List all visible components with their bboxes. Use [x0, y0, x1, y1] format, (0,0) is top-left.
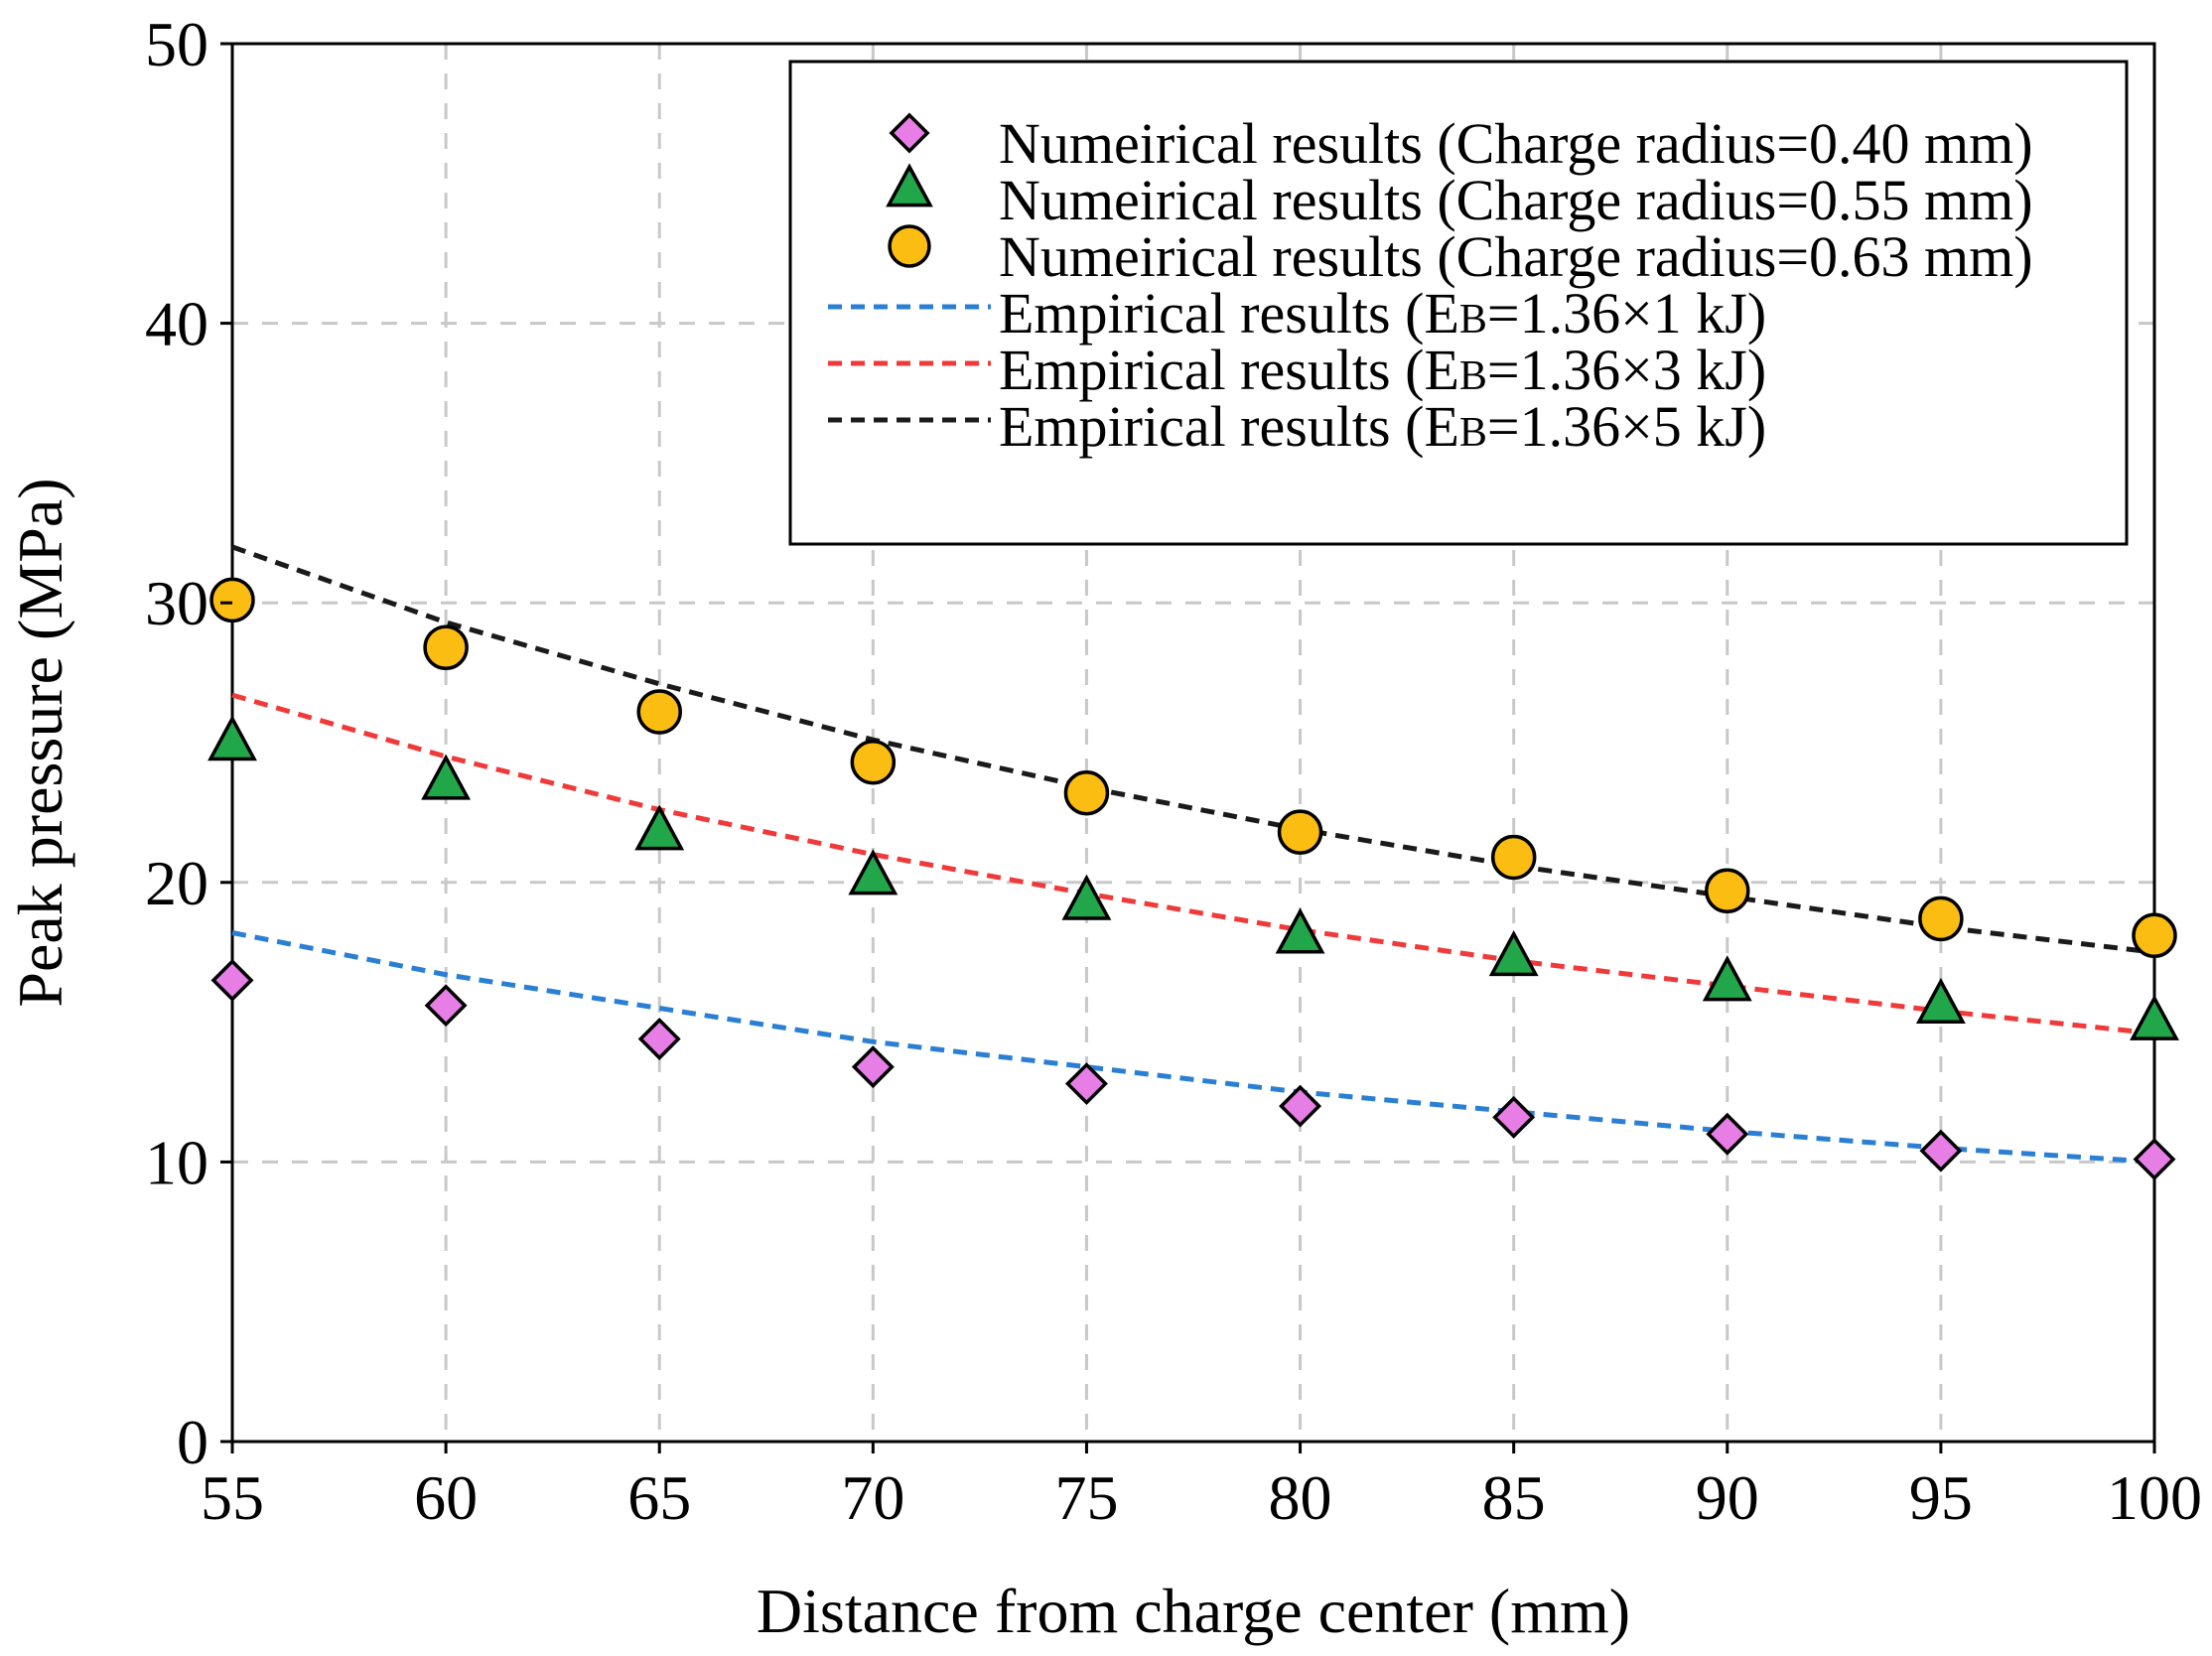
- legend-entry-label: Empirical results (EB=1.36×5 kJ): [999, 394, 1766, 459]
- x-tick-label: 70: [841, 1462, 904, 1533]
- y-tick-label: 40: [145, 289, 208, 359]
- triangle-point: [634, 804, 685, 851]
- diamond-point: [2133, 1138, 2176, 1181]
- circle-point: [423, 624, 469, 671]
- circle-point: [2132, 912, 2177, 959]
- empirical-line-3: [231, 930, 2155, 1165]
- diamond-point: [1706, 1112, 1749, 1156]
- diamond-point: [1064, 1062, 1108, 1106]
- y-tick-label: 30: [145, 568, 208, 638]
- circle-point: [1490, 834, 1537, 881]
- triangle-point: [421, 754, 472, 800]
- empirical-line-5: [231, 544, 2155, 955]
- x-tick-label: 80: [1269, 1462, 1332, 1533]
- legend-entry-label: Numeirical results (Charge radius=0.55 m…: [999, 168, 2033, 232]
- x-tick-label: 60: [414, 1462, 478, 1533]
- triangle-point: [207, 715, 257, 761]
- circle-point: [850, 739, 897, 785]
- circle-point: [1277, 809, 1323, 855]
- x-tick-label: 55: [201, 1462, 264, 1533]
- diamond-point: [1279, 1084, 1322, 1128]
- x-tick-label: 75: [1054, 1462, 1118, 1533]
- legend-box: [788, 60, 2129, 546]
- diamond-point: [424, 984, 468, 1028]
- legend-circle-icon: [888, 224, 931, 268]
- circle-point: [209, 577, 255, 623]
- legend-entry-label: Empirical results (EB=1.36×1 kJ): [999, 281, 1766, 345]
- diamond-point: [1919, 1129, 1963, 1173]
- empirical-line-4: [231, 692, 2155, 1036]
- x-axis-title: Distance from charge center (mm): [757, 1576, 1630, 1646]
- circle-point: [636, 689, 682, 735]
- legend-entry-label: Empirical results (EB=1.36×3 kJ): [999, 338, 1766, 402]
- legend: Numeirical results (Charge radius=0.40 m…: [788, 60, 2129, 546]
- triangle-point: [1915, 977, 1966, 1024]
- circle-point: [1705, 868, 1750, 913]
- circle-point: [1918, 896, 1964, 942]
- axis-ticks: 55 60 65 70 75 80 85 90 95 100 0 10 20 30 40 50: [145, 9, 2202, 1533]
- triangle-point: [1061, 874, 1112, 920]
- circle-point: [1063, 769, 1110, 816]
- y-tick-label: 10: [145, 1127, 208, 1197]
- y-axis-title: Peak pressure (MPa): [5, 478, 75, 1007]
- triangle-point: [1702, 955, 1752, 1002]
- diamond-point: [637, 1018, 681, 1060]
- triangle-point: [848, 849, 899, 896]
- x-tick-label: 95: [1909, 1462, 1973, 1533]
- triangle-point: [2130, 994, 2179, 1040]
- y-tick-label: 50: [145, 9, 208, 79]
- y-tick-label: 20: [145, 848, 208, 918]
- diamond-point: [1492, 1095, 1536, 1139]
- legend-entry-label: Numeirical results (Charge radius=0.40 m…: [999, 111, 2033, 176]
- empirical-lines: [231, 544, 2155, 1165]
- x-tick-label: 100: [2107, 1462, 2202, 1533]
- legend-triangle-icon: [886, 163, 933, 207]
- x-tick-label: 65: [627, 1462, 691, 1533]
- legend-diamond-icon: [889, 112, 930, 154]
- legend-entry-label: Numeirical results (Charge radius=0.63 m…: [999, 224, 2033, 289]
- y-tick-label: 0: [177, 1407, 208, 1477]
- triangle-point: [1275, 907, 1325, 954]
- x-tick-label: 85: [1482, 1462, 1546, 1533]
- x-tick-label: 90: [1696, 1462, 1759, 1533]
- numerical-markers: [207, 577, 2179, 1181]
- diamond-point: [851, 1045, 895, 1089]
- triangle-point: [1488, 929, 1539, 977]
- diamond-point: [210, 958, 254, 1002]
